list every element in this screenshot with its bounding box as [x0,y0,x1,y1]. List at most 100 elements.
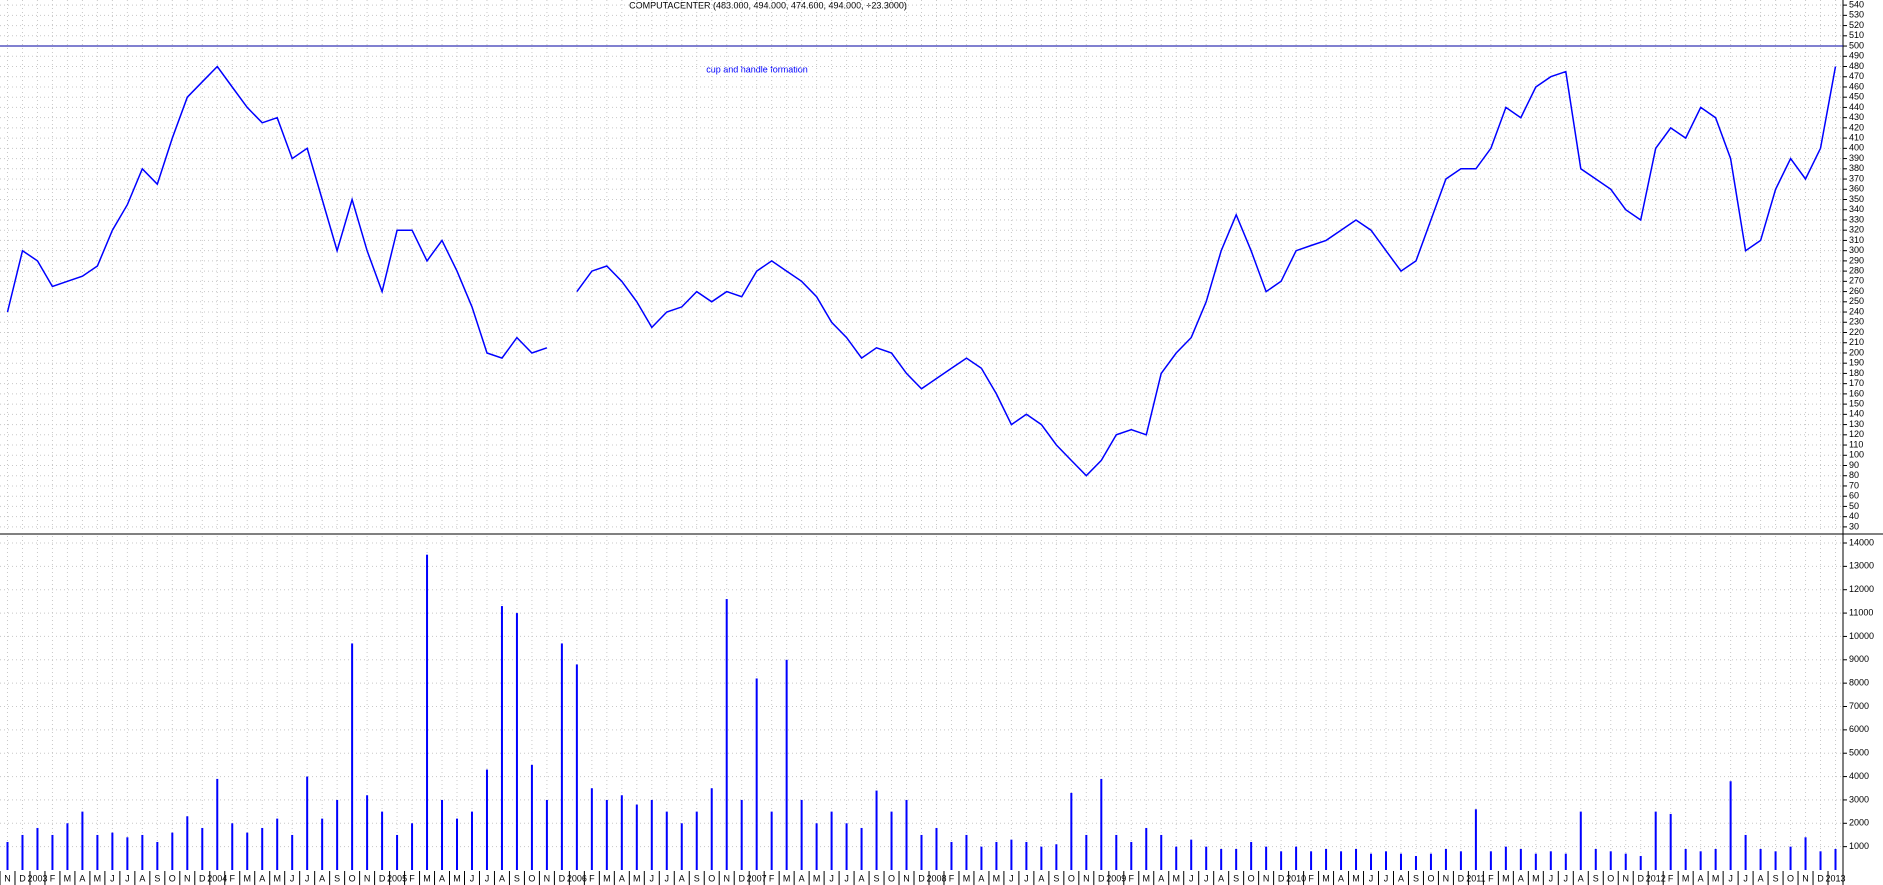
x-tick-label: M [1143,873,1151,883]
x-tick-label: 2012 [1646,873,1666,883]
volume-bar [1834,848,1837,870]
volume-bar [1235,848,1238,870]
volume-bar [1010,839,1013,870]
y-tick-label: 350 [1849,194,1864,204]
y-tick-label: 40 [1849,511,1859,521]
y-tick-label: 170 [1849,378,1864,388]
y-tick-label: 50 [1849,501,1859,511]
x-tick-label: S [1053,873,1059,883]
volume-bar [6,841,9,870]
x-tick-label: O [1787,873,1794,883]
x-tick-label: 2011 [1466,873,1485,883]
volume-bar [1055,844,1058,870]
y-tick-label: 11000 [1849,607,1873,617]
x-tick-label: 2009 [1106,873,1126,883]
volume-bar [995,841,998,870]
x-tick-label: M [603,873,611,883]
x-tick-label: O [1068,873,1075,883]
volume-bar [1489,851,1492,870]
x-tick-label: A [259,873,265,883]
volume-bar [1534,853,1537,870]
x-tick-label: A [1338,873,1344,883]
x-tick-label: 2007 [747,873,767,883]
x-tick-label: A [319,873,325,883]
x-tick-label: M [1502,873,1510,883]
volume-bar [800,799,803,870]
volume-bar [186,816,189,870]
x-tick-label: D [738,873,745,883]
x-tick-label: J [650,873,655,883]
volume-bar [470,811,473,870]
x-tick-label: A [1518,873,1524,883]
volume-bar [1220,848,1223,870]
x-tick-label: S [1773,873,1779,883]
volume-bar [201,827,204,870]
y-tick-label: 220 [1849,327,1864,337]
y-tick-label: 60 [1849,491,1859,501]
volume-bar [1579,811,1582,870]
x-tick-label: D [1098,873,1105,883]
x-tick-label: 2003 [27,873,47,883]
x-tick-label: M [963,873,971,883]
x-tick-label: N [184,873,191,883]
x-tick-label: 2004 [207,873,227,883]
y-tick-label: 410 [1849,132,1864,142]
y-tick-label: 200 [1849,347,1864,357]
y-tick-label: 280 [1849,265,1864,275]
volume-bar [1609,851,1612,870]
y-tick-label: 160 [1849,388,1864,398]
x-tick-label: 2010 [1286,873,1306,883]
x-tick-label: F [1488,873,1494,883]
x-tick-label: A [619,873,625,883]
volume-bar [1145,827,1148,870]
volume-bar [1774,851,1777,870]
x-tick-label: O [528,873,535,883]
volume-bar [1804,837,1807,870]
y-tick-label: 110 [1849,439,1863,449]
volume-bar [366,795,369,870]
y-tick-label: 470 [1849,71,1864,81]
x-tick-label: S [154,873,160,883]
x-tick-label: A [139,873,145,883]
volume-bar [1474,809,1477,870]
x-tick-label: D [199,873,206,883]
volume-bar [785,659,788,870]
volume-bar [1205,846,1208,870]
volume-bar [231,823,234,870]
y-tick-label: 240 [1849,306,1864,316]
volume-bar [650,799,653,870]
volume-bar [1444,848,1447,870]
volume-bar [156,841,159,870]
annotation: cup and handle formation [706,64,808,74]
x-tick-label: J [1728,873,1733,883]
volume-bar [126,837,129,870]
volume-bar [815,823,818,870]
x-tick-label: J [1204,873,1209,883]
volume-bar [261,827,264,870]
volume-bar [830,811,833,870]
x-tick-label: A [1158,873,1164,883]
x-tick-label: A [79,873,85,883]
x-tick-label: S [1233,873,1239,883]
x-tick-label: M [94,873,102,883]
volume-bar [111,832,114,870]
volume-bar [1384,851,1387,870]
y-tick-label: 540 [1849,0,1864,9]
x-tick-label: M [1532,873,1540,883]
volume-bar [935,827,938,870]
y-tick-label: 270 [1849,276,1864,286]
volume-bar [980,846,983,870]
volume-bar [665,811,668,870]
volume-bar [1040,846,1043,870]
y-tick-label: 12000 [1849,584,1874,594]
x-tick-label: O [708,873,715,883]
volume-bar [710,788,713,870]
volume-bar [890,811,893,870]
x-tick-label: S [694,873,700,883]
x-tick-label: J [485,873,490,883]
y-tick-label: 520 [1849,20,1864,30]
volume-bar [276,818,279,870]
y-tick-label: 10000 [1849,631,1874,641]
x-tick-label: S [1413,873,1419,883]
y-tick-label: 530 [1849,10,1864,20]
